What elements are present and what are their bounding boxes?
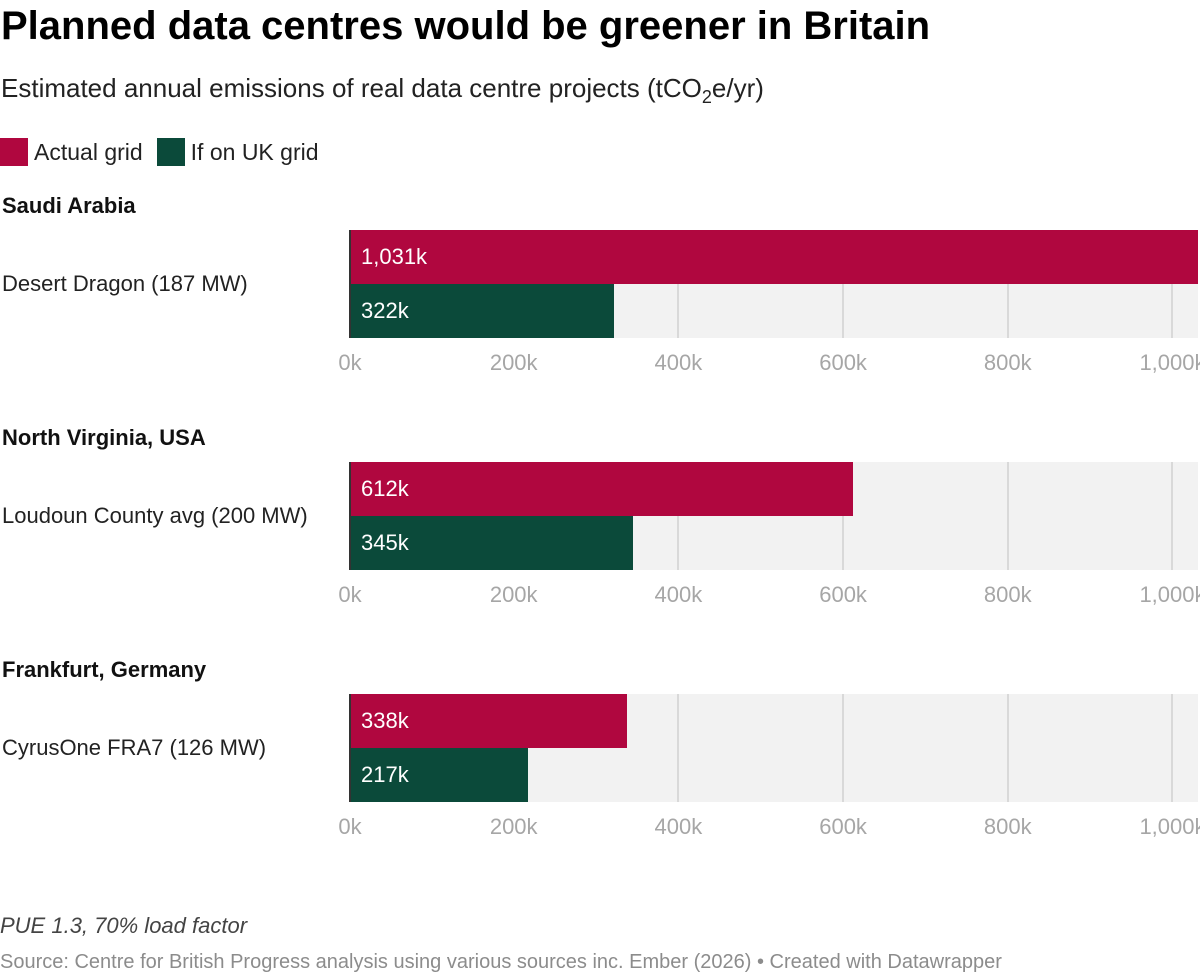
gridline (1006, 230, 1009, 338)
x-tick-label: 0k (338, 814, 362, 839)
x-tick-label: 0k (338, 582, 362, 607)
legend-label-uk-grid: If on UK grid (190, 138, 319, 165)
group-title-north-virginia-usa: North Virginia, USA (2, 425, 206, 450)
chart-subtitle: Estimated annual emissions of real data … (1, 70, 764, 115)
bar-value-label: 1,031k (361, 244, 428, 269)
bar-actual-grid-frankfurt-germany: 338k (349, 694, 628, 748)
bar-value-label: 345k (361, 530, 409, 555)
axis-baseline (349, 694, 351, 802)
bar-uk-grid-frankfurt-germany: 217k (349, 748, 528, 802)
group-title-saudi-arabia: Saudi Arabia (2, 193, 136, 218)
bar-value-label: 338k (361, 708, 409, 733)
x-tick-label: 400k (654, 582, 703, 607)
gridline (842, 694, 845, 802)
chart-source: Source: Centre for British Progress anal… (0, 951, 1002, 973)
plot-area-north-virginia-usa: 612k 345k (349, 462, 1198, 570)
x-tick-label: 400k (654, 350, 703, 375)
x-tick-label: 800k (983, 814, 1032, 839)
gridline (1171, 462, 1174, 570)
legend-swatch-uk-grid (156, 138, 185, 166)
bar-value-label: 217k (361, 762, 409, 787)
gridline (677, 694, 680, 802)
x-tick-label: 600k (819, 814, 867, 839)
x-tick-label: 600k (819, 582, 867, 607)
x-tick-label: 1,000k (1139, 350, 1200, 375)
bar-value-label: 322k (361, 298, 409, 323)
subtitle-subscript: 2 (701, 87, 712, 107)
x-tick-label: 200k (489, 814, 538, 839)
chart-legend: Actual grid If on UK grid (0, 138, 333, 166)
x-tick-label: 1,000k (1139, 582, 1200, 607)
plot-area-saudi-arabia: 1,031k 322k (349, 230, 1198, 338)
x-axis-ticks: 0k 200k 400k 600k 800k 1,000k (338, 582, 1200, 612)
chart-note: PUE 1.3, 70% load factor (0, 913, 248, 938)
legend-label-actual-grid: Actual grid (34, 138, 143, 165)
x-tick-label: 600k (819, 350, 867, 375)
group-title-frankfurt-germany: Frankfurt, Germany (2, 657, 207, 682)
x-tick-label: 200k (489, 350, 538, 375)
x-tick-label: 200k (489, 582, 538, 607)
chart-title: Planned data centres would be greener in… (1, 4, 931, 48)
row-label-saudi-arabia: Desert Dragon (187 MW) (2, 271, 248, 296)
x-tick-label: 0k (338, 350, 362, 375)
legend-item-actual-grid: Actual grid (0, 138, 143, 166)
x-tick-label: 800k (983, 582, 1032, 607)
row-label-north-virginia-usa: Loudoun County avg (200 MW) (2, 503, 308, 528)
x-tick-label: 1,000k (1139, 814, 1200, 839)
subtitle-text: Estimated annual emissions of real data … (1, 73, 702, 103)
legend-item-uk-grid: If on UK grid (156, 138, 319, 166)
bar-actual-grid-saudi-arabia: 1,031k (349, 230, 1198, 284)
gridline (1171, 694, 1174, 802)
row-label-frankfurt-germany: CyrusOne FRA7 (126 MW) (2, 735, 267, 760)
plot-area-frankfurt-germany: 338k 217k (349, 694, 1198, 802)
x-axis-ticks: 0k 200k 400k 600k 800k 1,000k (338, 350, 1200, 380)
gridline (677, 230, 680, 338)
subtitle-unit-end: e/yr) (711, 73, 764, 103)
x-tick-label: 800k (983, 350, 1032, 375)
bar-actual-grid-north-virginia-usa: 612k (349, 462, 853, 516)
axis-baseline (349, 462, 351, 570)
gridline (1171, 230, 1174, 338)
bar-uk-grid-saudi-arabia: 322k (349, 284, 615, 338)
gridline (1006, 462, 1009, 570)
axis-baseline (349, 230, 351, 338)
bar-value-label: 612k (361, 476, 409, 501)
gridline (842, 462, 845, 570)
gridline (1006, 694, 1009, 802)
gridline (677, 462, 680, 570)
gridline (842, 230, 845, 338)
legend-swatch-actual-grid (0, 138, 28, 166)
x-axis-ticks: 0k 200k 400k 600k 800k 1,000k (338, 814, 1200, 844)
x-tick-label: 400k (654, 814, 703, 839)
bar-uk-grid-north-virginia-usa: 345k (349, 516, 634, 570)
